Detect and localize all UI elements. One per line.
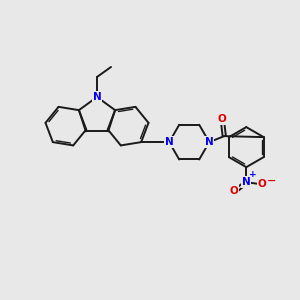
Text: N: N <box>242 177 251 187</box>
Text: −: − <box>267 176 276 186</box>
Text: O: O <box>230 186 238 196</box>
Text: O: O <box>257 179 266 189</box>
Text: N: N <box>205 137 214 147</box>
Text: O: O <box>218 114 226 124</box>
Text: N: N <box>165 137 174 147</box>
Text: N: N <box>93 92 101 102</box>
Text: +: + <box>249 170 256 179</box>
